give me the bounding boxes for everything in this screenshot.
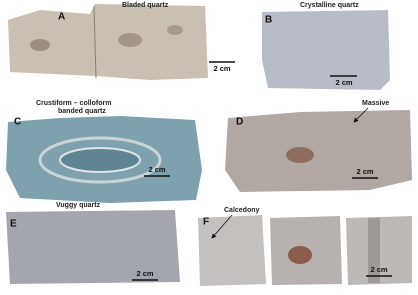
caption: Vuggy quartz xyxy=(56,202,101,209)
caption-line: banded quartz xyxy=(58,108,106,115)
rock xyxy=(198,215,266,286)
annotation: Calcedony xyxy=(224,207,260,214)
scale-label: 2 cm xyxy=(136,269,153,278)
stain xyxy=(286,147,314,163)
panel-letter: F xyxy=(203,217,209,228)
panel-a: A Bladed quartz 2 cm xyxy=(8,2,235,80)
scale-label: 2 cm xyxy=(370,265,387,274)
panel-letter: C xyxy=(14,117,21,128)
panel-letter: B xyxy=(265,15,272,26)
panel-c: C Crustiform – colloform banded quartz 2… xyxy=(6,100,202,203)
panel-letter: E xyxy=(10,219,17,230)
rock xyxy=(8,4,208,80)
caption: Bladed quartz xyxy=(122,2,169,9)
crack xyxy=(93,5,97,79)
panel-f: F Calcedony 2 cm xyxy=(198,207,412,286)
arrow xyxy=(211,214,233,239)
panel-b: B Crystalline quartz 2 cm xyxy=(262,2,390,90)
vug xyxy=(167,25,183,35)
stain xyxy=(288,246,312,264)
vug xyxy=(118,33,142,47)
scale-label: 2 cm xyxy=(148,165,165,174)
panel-d: D Massive 2 cm xyxy=(225,100,412,192)
arrow xyxy=(353,107,369,123)
scale-label: 2 cm xyxy=(356,167,373,176)
drill-groove xyxy=(368,218,380,283)
panel-letter: A xyxy=(58,12,65,23)
rock xyxy=(6,210,180,284)
scale-label: 2 cm xyxy=(335,78,352,87)
band xyxy=(38,136,162,184)
caption-line: Crustiform – colloform xyxy=(36,100,111,107)
vug xyxy=(30,39,50,51)
rock xyxy=(225,110,412,192)
scale-label: 2 cm xyxy=(213,64,230,73)
rock xyxy=(262,10,390,90)
caption: Crystalline quartz xyxy=(300,2,359,9)
panel-e: E Vuggy quartz 2 cm xyxy=(6,202,180,284)
band xyxy=(59,147,141,173)
panel-letter: D xyxy=(236,117,243,128)
annotation: Massive xyxy=(362,100,389,107)
